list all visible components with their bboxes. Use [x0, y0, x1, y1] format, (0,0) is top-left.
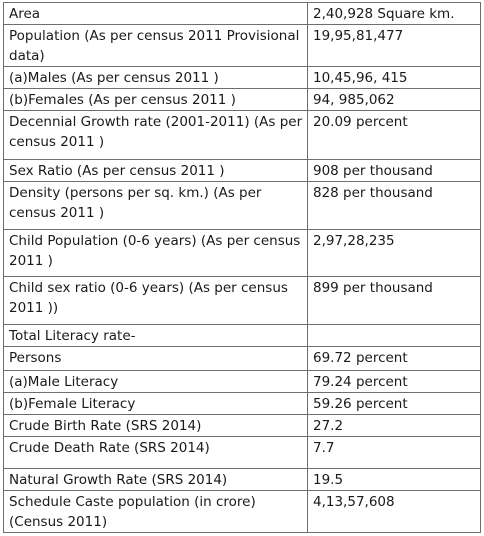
table-row: (b)Females (As per census 2011 ) 94, 985… [3, 88, 481, 111]
table-row: Natural Growth Rate (SRS 2014) 19.5 [3, 468, 481, 491]
table-row: Child sex ratio (0-6 years) (As per cens… [3, 276, 481, 325]
row-label: Population (As per census 2011 Provision… [3, 24, 308, 67]
row-label: (a)Males (As per census 2011 ) [3, 66, 308, 89]
table-row: (a)Males (As per census 2011 ) 10,45,96,… [3, 66, 481, 89]
table-row: Sex Ratio (As per census 2011 ) 908 per … [3, 159, 481, 182]
table-row: Population (As per census 2011 Provision… [3, 24, 481, 67]
row-value: 69.72 percent [307, 346, 481, 371]
row-value: 908 per thousand [307, 159, 481, 182]
row-value: 59.26 percent [307, 392, 481, 415]
row-value: 79.24 percent [307, 370, 481, 393]
row-value: 2,97,28,235 [307, 229, 481, 277]
row-value: 19.5 [307, 468, 481, 491]
table-row: (a)Male Literacy 79.24 percent [3, 370, 481, 393]
row-value: 899 per thousand [307, 276, 481, 325]
statistics-table: Area 2,40,928 Square km. Population (As … [3, 2, 481, 533]
row-label: Persons [3, 346, 308, 371]
table-row: Area 2,40,928 Square km. [3, 2, 481, 25]
statistics-table-container: Area 2,40,928 Square km. Population (As … [3, 2, 481, 533]
row-value: 20.09 percent [307, 110, 481, 160]
row-label: (b)Female Literacy [3, 392, 308, 415]
row-label: Crude Birth Rate (SRS 2014) [3, 414, 308, 437]
row-label: Natural Growth Rate (SRS 2014) [3, 468, 308, 491]
row-value: 10,45,96, 415 [307, 66, 481, 89]
table-row: Crude Death Rate (SRS 2014) 7.7 [3, 436, 481, 469]
row-value: 94, 985,062 [307, 88, 481, 111]
row-label: Schedule Caste population (in crore) (Ce… [3, 490, 308, 533]
row-value: 27.2 [307, 414, 481, 437]
row-label: Child Population (0-6 years) (As per cen… [3, 229, 308, 277]
row-label: Sex Ratio (As per census 2011 ) [3, 159, 308, 182]
row-label: Decennial Growth rate (2001-2011) (As pe… [3, 110, 308, 160]
row-value: 2,40,928 Square km. [307, 2, 481, 25]
table-row: (b)Female Literacy 59.26 percent [3, 392, 481, 415]
table-row: Total Literacy rate- [3, 324, 481, 347]
table-row: Persons 69.72 percent [3, 346, 481, 371]
row-value: 19,95,81,477 [307, 24, 481, 67]
row-label: (a)Male Literacy [3, 370, 308, 393]
row-label: Crude Death Rate (SRS 2014) [3, 436, 308, 469]
row-label: Total Literacy rate- [3, 324, 308, 347]
row-label: Child sex ratio (0-6 years) (As per cens… [3, 276, 308, 325]
row-value: 4,13,57,608 [307, 490, 481, 533]
row-label: (b)Females (As per census 2011 ) [3, 88, 308, 111]
row-label: Area [3, 2, 308, 25]
table-row: Decennial Growth rate (2001-2011) (As pe… [3, 110, 481, 160]
table-row: Child Population (0-6 years) (As per cen… [3, 229, 481, 277]
table-row: Schedule Caste population (in crore) (Ce… [3, 490, 481, 533]
table-row: Crude Birth Rate (SRS 2014) 27.2 [3, 414, 481, 437]
row-value [307, 324, 481, 347]
row-label: Density (persons per sq. km.) (As per ce… [3, 181, 308, 230]
row-value: 7.7 [307, 436, 481, 469]
table-row: Density (persons per sq. km.) (As per ce… [3, 181, 481, 230]
row-value: 828 per thousand [307, 181, 481, 230]
